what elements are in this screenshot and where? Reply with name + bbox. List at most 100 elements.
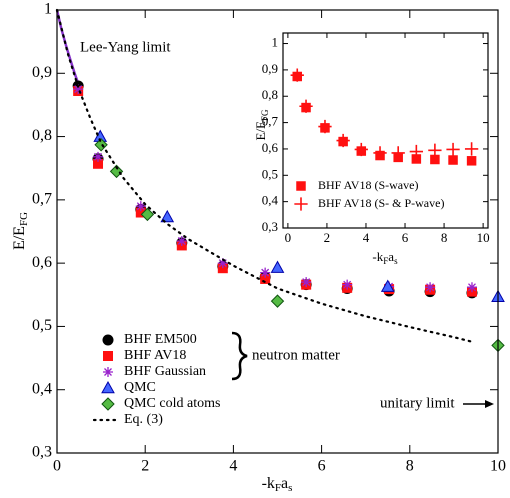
legend-label: BHF AV18 [124,348,186,363]
marker [260,267,271,278]
marker [391,146,405,160]
x-tick-label: 2 [324,230,331,245]
marker [73,84,84,95]
y-tick-label: 1 [44,1,52,18]
x-tick-label: 10 [490,457,506,474]
x-tick-label: 0 [53,457,61,474]
y-axis-label-part: E/E [253,121,268,141]
legend-swatch [103,351,113,361]
annotation: neutron matter [252,347,340,363]
x-axis-label-part: s [394,256,398,266]
marker [318,119,332,134]
brace [231,331,248,381]
legend-label: BHF Gaussian [124,364,206,379]
marker [428,143,442,157]
x-tick-label: 8 [441,230,448,245]
plot-frame [282,32,489,229]
legend-label: BHF AV18 (S- & P-wave) [318,196,444,210]
legend-swatch [101,380,115,394]
y-tick-label: 0,3 [32,444,52,461]
lee-yang-curve [55,9,81,87]
inset-chart: 0 2 4 6 8 10 0,3 0,4 0,5 0,6 0,7 0,8 0,9 1 BHF AV18 (S… [262,32,490,245]
marker [380,279,395,292]
series-line [55,8,473,343]
x-tick-label: 4 [229,457,237,474]
x-axis-label: -kFas [262,475,293,494]
marker [299,99,313,113]
x-axis-label: -kFas [372,249,398,266]
y-tick-label: 0,4 [32,380,52,397]
x-tick-label: 10 [477,230,490,245]
marker [466,282,477,293]
x-axis-label-part: -k [372,249,383,264]
y-tick-label: 0,8 [32,127,52,144]
y-axis-label: E/EFG [253,109,270,141]
y-axis-label-part: E/E [11,226,28,250]
legend-label: QMC cold atoms [124,396,220,411]
marker [430,154,440,165]
x-tick-label: 2 [141,457,149,474]
marker [270,294,285,308]
legend-swatch [294,197,308,211]
y-tick-label: 0,6 [32,254,52,271]
marker [336,133,350,148]
y-tick-label: 0,7 [262,114,279,129]
marker [135,201,146,212]
x-tick-label: 0 [285,230,292,245]
marker [301,277,312,288]
legend-swatch [101,397,115,411]
x-axis-label-part: a [281,475,288,492]
plot-frame [56,9,499,454]
marker [217,263,228,274]
legend-swatch [296,181,306,191]
marker [94,138,108,152]
marker [135,207,146,218]
marker [93,158,104,169]
marker [373,146,387,160]
marker [354,142,368,157]
inset-background [283,33,488,228]
marker [217,258,228,269]
y-axis-label-part: FG [18,212,30,226]
legend-label: BHF AV18 (S-wave) [318,178,418,192]
marker [93,151,104,162]
marker [409,144,423,159]
x-axis-label-part: -k [262,475,275,492]
y-tick-label: 0,5 [32,317,52,334]
x-axis-label-part: s [288,482,292,494]
marker [411,154,422,164]
annotation: Lee-Yang limit [80,39,171,55]
legend-label: BHF EM500 [124,332,197,347]
legend-swatch [103,367,113,377]
x-axis-label-part: F [383,256,388,266]
marker [176,235,187,246]
y-tick-label: 0,3 [262,219,278,234]
y-tick-label: 0,5 [262,166,278,181]
arrow-head [485,400,494,408]
marker [446,142,460,157]
x-axis-label-part: a [388,249,394,264]
marker [140,207,155,222]
x-tick-label: 6 [402,230,409,245]
marker [109,164,124,179]
y-axis-label-part: FG [260,109,270,121]
legend-label: QMC [124,380,156,395]
marker [448,155,458,165]
y-tick-label: 0,9 [262,61,278,76]
marker [425,282,436,293]
marker [270,260,285,273]
legend-swatch [102,334,114,346]
marker [290,68,304,82]
y-tick-label: 0,6 [262,140,279,155]
y-tick-label: 0,9 [32,64,52,81]
x-tick-label: 6 [318,457,326,474]
y-tick-label: 0,8 [262,87,278,102]
x-tick-label: 8 [406,457,414,474]
marker [260,273,271,284]
x-axis-label-part: F [275,482,281,494]
marker [464,142,479,156]
marker [160,209,175,223]
y-tick-label: 1 [272,35,279,50]
